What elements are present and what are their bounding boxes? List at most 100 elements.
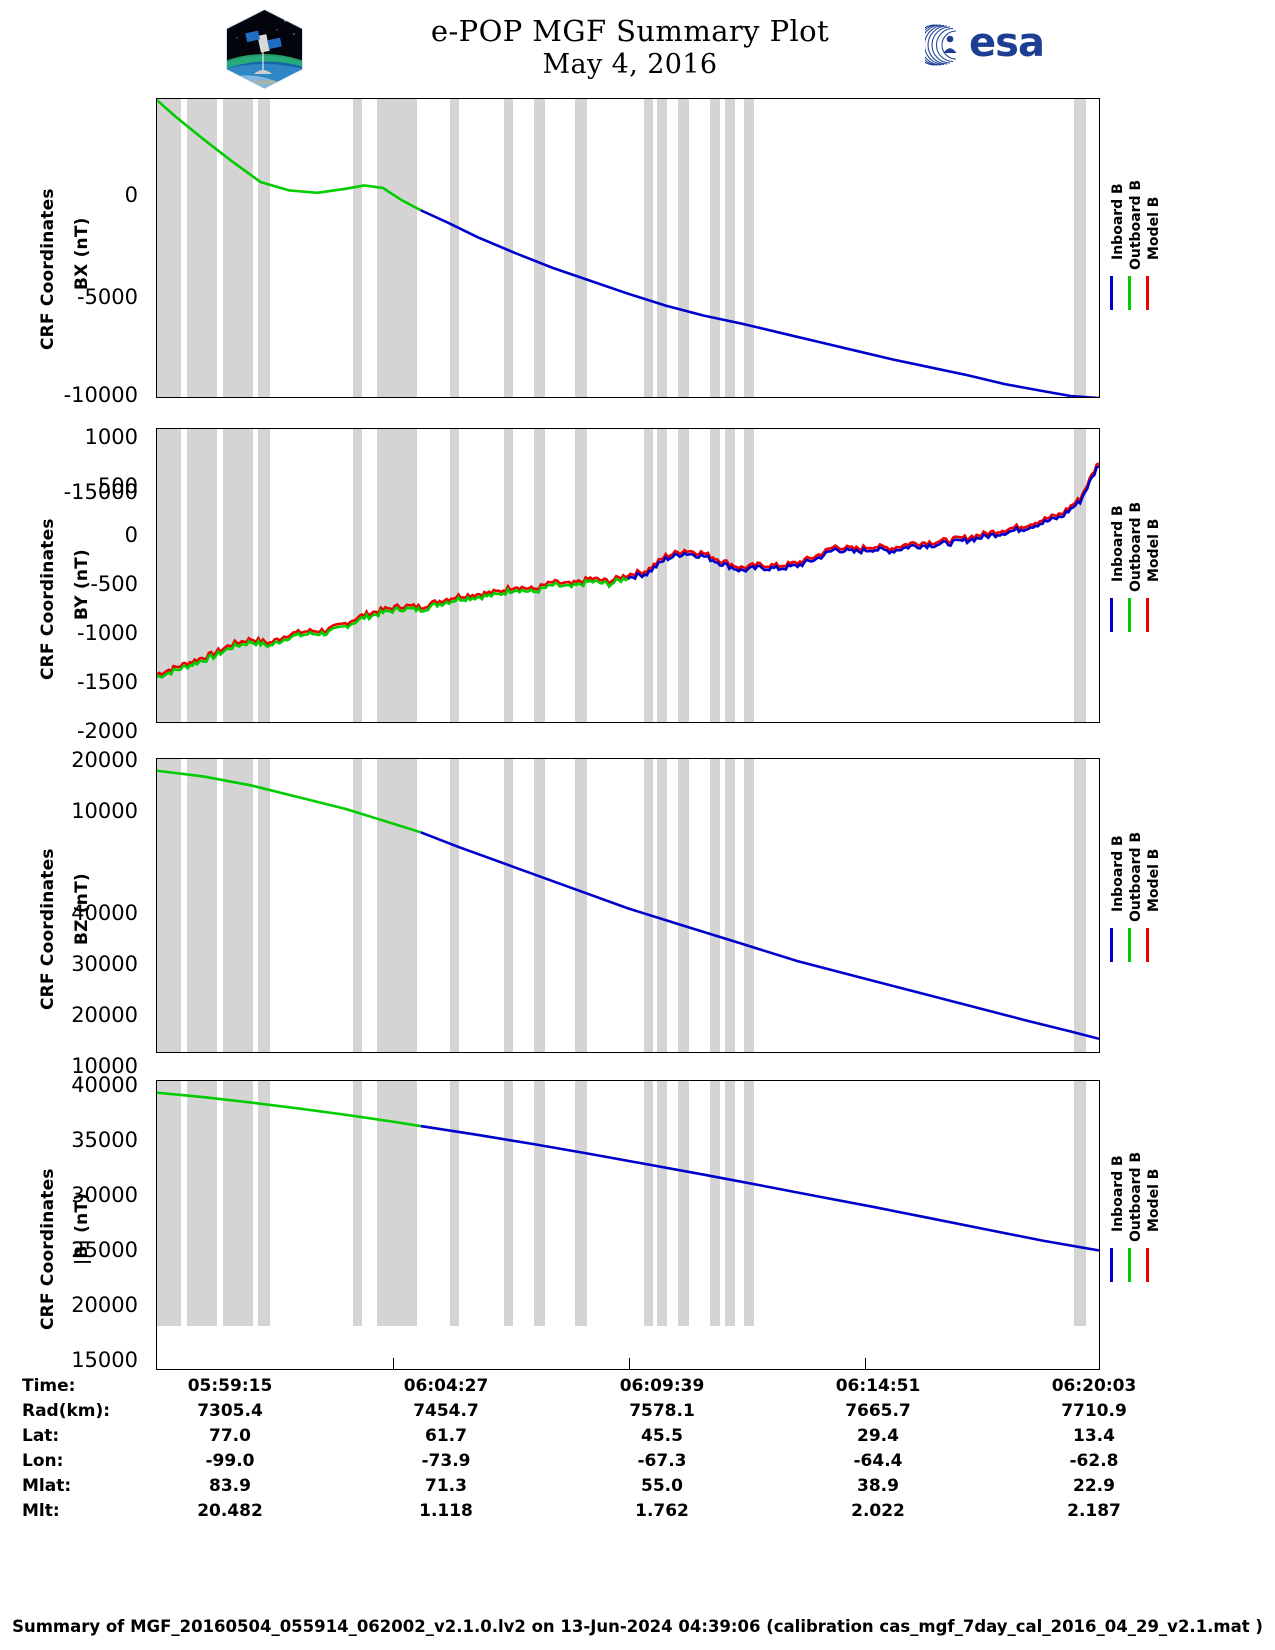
ephemeris-row-label: Time: — [22, 1376, 76, 1396]
shaded-band — [503, 759, 514, 1052]
shaded-band — [503, 99, 514, 397]
shaded-band — [503, 1081, 514, 1326]
shaded-band — [743, 759, 755, 1052]
ephemeris-cell: -67.3 — [637, 1451, 687, 1471]
ephemeris-row-label: Lon: — [22, 1451, 64, 1471]
bx-legend: Inboard B Outboard B Model B — [1104, 148, 1174, 348]
btot-xtick-3 — [865, 1358, 866, 1369]
bz-ytick-0: 20000 — [71, 748, 138, 772]
by-ytick-5: -1500 — [76, 670, 138, 694]
ephemeris-cell: 06:04:27 — [403, 1376, 489, 1396]
shaded-band — [377, 99, 417, 397]
svg-text:CASSIOPE: CASSIOPE — [254, 80, 276, 86]
shaded-band — [257, 429, 271, 722]
btot-xtick-2 — [629, 1358, 630, 1369]
shaded-band — [575, 1081, 587, 1326]
ephemeris-cell: -64.4 — [853, 1451, 903, 1471]
shaded-band — [644, 99, 654, 397]
bx-ytick-1: -5000 — [76, 285, 138, 309]
ephemeris-cell: 7305.4 — [197, 1401, 263, 1421]
btot-shaded-bands — [157, 1081, 1099, 1326]
bz-shaded-bands — [157, 759, 1099, 1052]
shaded-band — [725, 99, 736, 397]
bz-legend-label-outboard: Outboard B — [1128, 831, 1144, 922]
shaded-band — [449, 429, 460, 722]
btot-legend-swatch-model — [1146, 1248, 1149, 1282]
ephemeris-cell: 7710.9 — [1061, 1401, 1127, 1421]
btot-ytick-0: 40000 — [71, 1073, 138, 1097]
by-legend-swatch-model — [1146, 598, 1149, 632]
ephemeris-cell: 06:20:03 — [1051, 1376, 1137, 1396]
shaded-band — [503, 429, 514, 722]
shaded-band — [352, 759, 363, 1052]
bz-ytick-2: 40000 — [71, 901, 138, 925]
table-row: Lon: -99.0 -73.9 -67.3 -64.4 -62.8 — [22, 1449, 1202, 1474]
shaded-band — [257, 1081, 271, 1326]
shaded-band — [352, 99, 363, 397]
table-row: Mlat: 83.9 71.3 55.0 38.9 22.9 — [22, 1474, 1202, 1499]
btot-ytick-5: 15000 — [71, 1348, 138, 1372]
ephemeris-cell: -73.9 — [421, 1451, 471, 1471]
bx-legend-swatch-model — [1146, 276, 1149, 310]
ephemeris-cell: 1.762 — [635, 1501, 689, 1521]
by-ytick-3: -500 — [90, 572, 138, 596]
shaded-band — [257, 759, 271, 1052]
ephemeris-cell: 45.5 — [641, 1426, 683, 1446]
shaded-band — [657, 759, 667, 1052]
bz-y-axis: 20000 10000 40000 30000 20000 10000 — [0, 748, 150, 1078]
ephemeris-cell: 06:09:39 — [619, 1376, 705, 1396]
shaded-band — [533, 1081, 546, 1326]
shaded-band — [743, 429, 755, 722]
shaded-band — [187, 99, 218, 397]
btot-legend-label-outboard: Outboard B — [1128, 1151, 1144, 1242]
by-shaded-bands — [157, 429, 1099, 722]
panel-bz — [156, 758, 1100, 1053]
bz-legend-label-inboard: Inboard B — [1110, 835, 1126, 912]
shaded-band — [377, 429, 417, 722]
title-block: e-POP MGF Summary Plot May 4, 2016 — [330, 14, 930, 82]
ephemeris-cell: 55.0 — [641, 1476, 683, 1496]
bx-legend-label-outboard: Outboard B — [1128, 179, 1144, 270]
bx-axis-title-line2: BX (nT) — [72, 217, 92, 290]
bx-legend-label-model: Model B — [1146, 196, 1162, 260]
ephemeris-cell: 22.9 — [1073, 1476, 1115, 1496]
shaded-band — [575, 429, 587, 722]
by-trace — [157, 462, 1099, 679]
btot-legend-swatch-inboard — [1110, 1248, 1113, 1282]
shaded-band — [1073, 99, 1086, 397]
by-legend-label-model: Model B — [1146, 518, 1162, 582]
footer-caption: Summary of MGF_20160504_055914_062002_v2… — [12, 1617, 1263, 1636]
shaded-band — [575, 759, 587, 1052]
panel-btot — [156, 1080, 1100, 1370]
shaded-band — [157, 99, 182, 397]
ephemeris-cell: 20.482 — [197, 1501, 263, 1521]
bx-axis-title-line1: CRF Coordinates — [38, 188, 58, 350]
by-legend-swatch-outboard — [1128, 598, 1131, 632]
page-header: CASSIOPE e-POP MGF Summary Plot May 4, 2… — [0, 0, 1275, 95]
shaded-band — [657, 429, 667, 722]
shaded-band — [709, 99, 721, 397]
bz-legend-swatch-model — [1146, 928, 1149, 962]
shaded-band — [157, 1081, 182, 1326]
by-ytick-0: 1000 — [84, 425, 138, 449]
bx-trace — [157, 99, 1099, 397]
table-row: Lat: 77.0 61.7 45.5 29.4 13.4 — [22, 1424, 1202, 1449]
shaded-band — [725, 429, 736, 722]
ephemeris-cell: -62.8 — [1069, 1451, 1119, 1471]
bx-shaded-bands — [157, 99, 1099, 397]
btot-legend-swatch-outboard — [1128, 1248, 1131, 1282]
bz-legend: Inboard B Outboard B Model B — [1104, 800, 1174, 1000]
by-ytick-2: 0 — [124, 523, 138, 547]
shaded-band — [222, 759, 254, 1052]
ephemeris-cell: 06:14:51 — [835, 1376, 921, 1396]
by-axis-title-line1: CRF Coordinates — [38, 518, 58, 680]
shaded-band — [352, 429, 363, 722]
by-legend: Inboard B Outboard B Model B — [1104, 470, 1174, 670]
esa-logo-icon: esa — [925, 20, 1045, 68]
shaded-band — [449, 99, 460, 397]
bx-legend-swatch-outboard — [1128, 276, 1131, 310]
ephemeris-cell: -99.0 — [205, 1451, 255, 1471]
btot-ytick-2: 30000 — [71, 1183, 138, 1207]
esa-wordmark: esa — [969, 20, 1045, 66]
shaded-band — [533, 429, 546, 722]
